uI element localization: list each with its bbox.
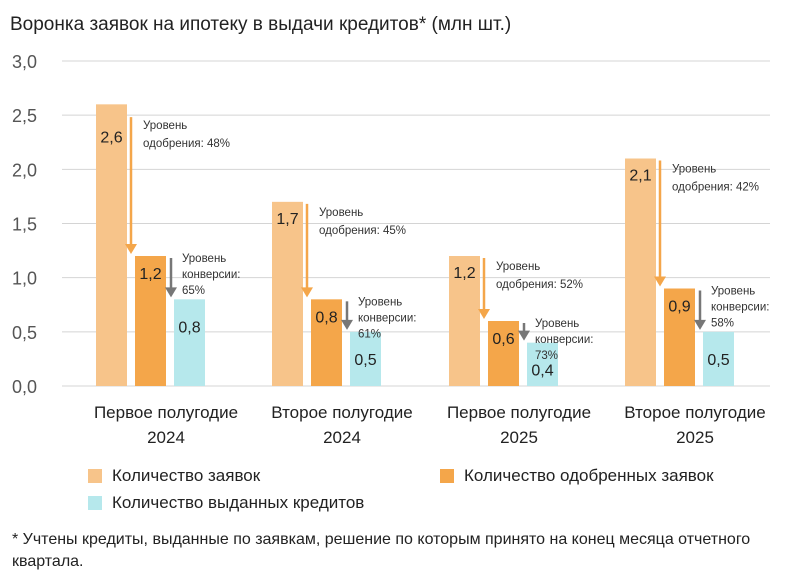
bar [527, 342, 558, 386]
x-tick-label: Второе полугодие [624, 403, 765, 422]
conversion-annotation: 65% [182, 285, 205, 297]
x-tick-label: 2024 [147, 428, 185, 447]
conversion-arrow-head [341, 319, 353, 330]
x-tick-label: Второе полугодие [271, 403, 412, 422]
data-label: 2,6 [100, 130, 122, 147]
x-tick-label: Первое полугодие [94, 403, 238, 422]
approval-annotation: Уровень [143, 120, 187, 132]
bar [488, 321, 519, 386]
x-tick-label: 2025 [500, 428, 538, 447]
conversion-annotation: Уровень [711, 286, 755, 298]
approval-annotation: одобрения: 42% [672, 182, 759, 194]
conversion-arrow-head [694, 319, 706, 330]
conversion-arrow-head [165, 287, 177, 298]
y-tick-label: 3,0 [12, 52, 37, 72]
approval-annotation: Уровень [672, 164, 716, 176]
conversion-annotation: конверсии: [535, 334, 593, 346]
data-label: 0,6 [492, 331, 514, 348]
y-tick-label: 1,0 [12, 269, 37, 289]
approval-annotation: одобрения: 48% [143, 138, 230, 150]
data-label: 0,5 [354, 352, 376, 369]
x-tick-label: 2024 [323, 428, 361, 447]
bar [174, 299, 205, 386]
conversion-annotation: 73% [535, 350, 558, 362]
x-tick-label: Первое полугодие [447, 403, 591, 422]
conversion-annotation: 58% [711, 318, 734, 330]
bar [96, 104, 127, 386]
approval-annotation: Уровень [496, 261, 540, 273]
data-label: 1,7 [276, 211, 298, 228]
conversion-annotation: Уровень [535, 318, 579, 330]
bar [703, 331, 734, 386]
approval-annotation: Уровень [319, 207, 363, 219]
legend-label-approved: Количество одобренных заявок [464, 466, 714, 485]
approval-arrow-head [125, 244, 137, 254]
approval-annotation: одобрения: 45% [319, 225, 406, 237]
legend-label-issued: Количество выданных кредитов [112, 493, 365, 512]
legend-swatch-issued [88, 496, 102, 510]
approval-annotation: одобрения: 52% [496, 279, 583, 291]
legend-item-applications: Количество заявок [88, 466, 260, 486]
bar [625, 158, 656, 386]
conversion-annotation: Уровень [182, 253, 226, 265]
x-tick-label: 2025 [676, 428, 714, 447]
bar [449, 256, 480, 386]
data-label: 0,9 [668, 299, 690, 316]
legend-label-applications: Количество заявок [112, 466, 261, 485]
footnote: * Учтены кредиты, выданные по заявкам, р… [12, 531, 751, 570]
y-tick-label: 2,0 [12, 160, 37, 180]
y-tick-label: 0,0 [12, 377, 37, 397]
bar [311, 299, 342, 386]
legend-swatch-applications [88, 469, 102, 483]
chart-plot: 0,0 0,5 1,0 1,5 2,0 2,5 3,0 2,6 1,2 0,8 Уровень одо… [12, 52, 770, 447]
conversion-annotation: конверсии: [711, 302, 769, 314]
data-label: 0,4 [531, 363, 553, 380]
conversion-annotation: конверсии: [358, 312, 416, 324]
legend-swatch-approved [440, 469, 454, 483]
bar [664, 288, 695, 386]
data-label: 0,5 [707, 352, 729, 369]
data-label: 1,2 [453, 265, 475, 282]
data-label: 0,8 [178, 319, 200, 336]
conversion-annotation: конверсии: [182, 269, 240, 281]
chart-title: Воронка заявок на ипотеку в выдачи креди… [10, 14, 512, 35]
bar [350, 331, 381, 386]
data-label: 1,2 [139, 266, 161, 283]
approval-arrow-head [478, 309, 490, 319]
bar [272, 201, 303, 386]
approval-arrow-head [301, 287, 313, 298]
bar [135, 256, 166, 386]
approval-arrow-head [654, 276, 666, 287]
y-tick-label: 1,5 [12, 215, 37, 235]
conversion-annotation: 61% [358, 328, 381, 340]
data-label: 2,1 [629, 168, 651, 185]
conversion-arrow-head [518, 330, 530, 341]
legend-item-issued: Количество выданных кредитов [88, 493, 364, 513]
y-tick-label: 2,5 [12, 106, 37, 126]
y-tick-label: 0,5 [12, 323, 37, 343]
conversion-annotation: Уровень [358, 296, 402, 308]
data-label: 0,8 [315, 309, 337, 326]
legend-item-approved: Количество одобренных заявок [440, 466, 714, 486]
